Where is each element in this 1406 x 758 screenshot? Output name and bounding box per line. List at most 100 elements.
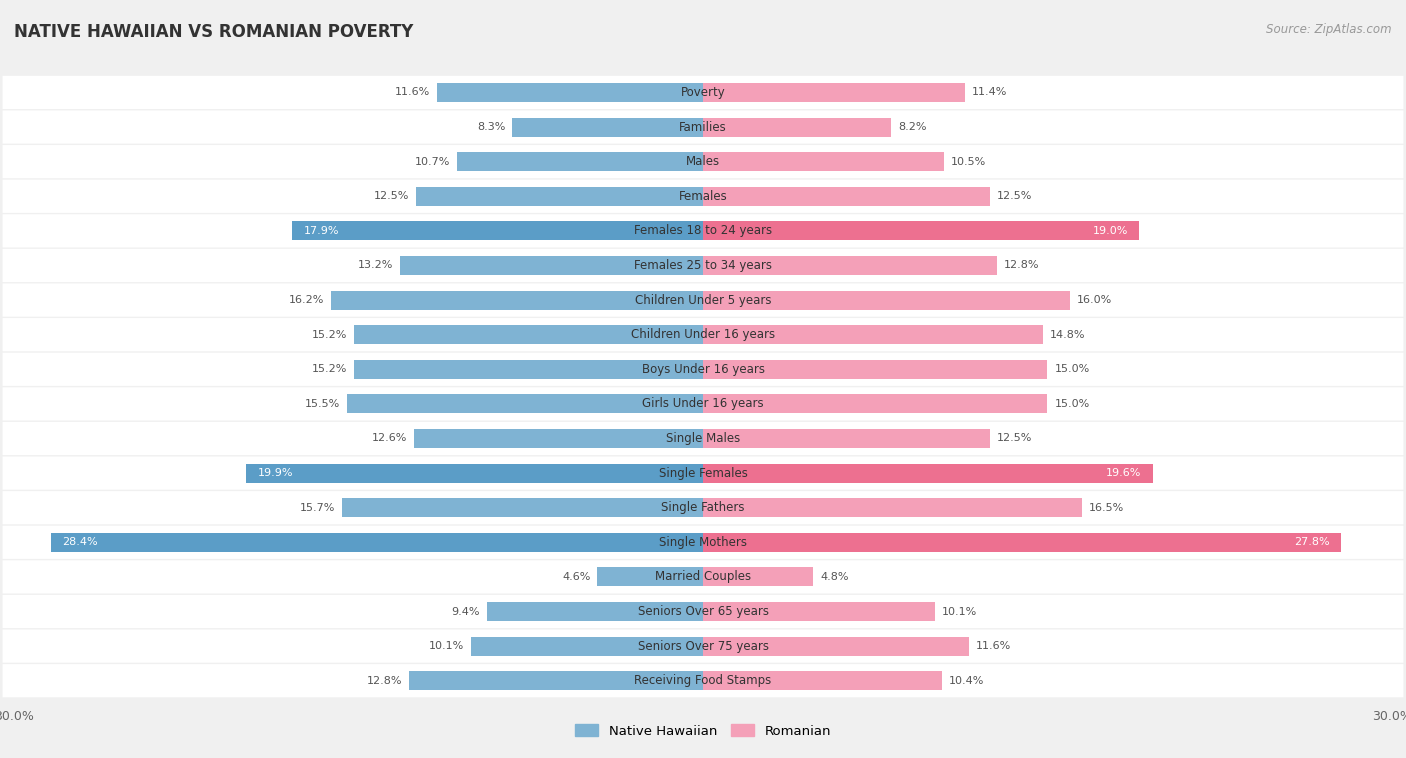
Bar [354, 360, 703, 379]
Text: Seniors Over 75 years: Seniors Over 75 years [637, 640, 769, 653]
FancyBboxPatch shape [3, 491, 1403, 525]
Text: Single Males: Single Males [666, 432, 740, 445]
Text: 15.5%: 15.5% [305, 399, 340, 409]
Bar [703, 464, 1153, 483]
Bar [51, 533, 703, 552]
Bar [457, 152, 703, 171]
Text: Boys Under 16 years: Boys Under 16 years [641, 363, 765, 376]
Bar [703, 221, 1139, 240]
Bar [409, 671, 703, 691]
Text: 16.0%: 16.0% [1077, 295, 1112, 305]
Text: 15.0%: 15.0% [1054, 399, 1090, 409]
Text: 28.4%: 28.4% [62, 537, 98, 547]
Text: 8.2%: 8.2% [898, 122, 927, 132]
Text: 15.2%: 15.2% [312, 365, 347, 374]
Text: 19.6%: 19.6% [1107, 468, 1142, 478]
FancyBboxPatch shape [3, 215, 1403, 247]
Text: 10.4%: 10.4% [949, 675, 984, 686]
Bar [246, 464, 703, 483]
Bar [437, 83, 703, 102]
Bar [703, 568, 813, 587]
Bar [703, 671, 942, 691]
Bar [703, 429, 990, 448]
Text: 19.9%: 19.9% [257, 468, 292, 478]
Text: 15.2%: 15.2% [312, 330, 347, 340]
Text: Females 18 to 24 years: Females 18 to 24 years [634, 224, 772, 237]
Bar [598, 568, 703, 587]
Bar [703, 533, 1341, 552]
Text: 19.0%: 19.0% [1092, 226, 1128, 236]
Bar [343, 498, 703, 517]
Text: 17.9%: 17.9% [304, 226, 339, 236]
Bar [703, 256, 997, 275]
Text: NATIVE HAWAIIAN VS ROMANIAN POVERTY: NATIVE HAWAIIAN VS ROMANIAN POVERTY [14, 23, 413, 41]
FancyBboxPatch shape [3, 352, 1403, 386]
Text: 12.8%: 12.8% [367, 675, 402, 686]
Text: 12.5%: 12.5% [374, 191, 409, 202]
Text: 12.5%: 12.5% [997, 434, 1032, 443]
Text: Married Couples: Married Couples [655, 571, 751, 584]
Legend: Native Hawaiian, Romanian: Native Hawaiian, Romanian [569, 719, 837, 743]
Bar [703, 498, 1083, 517]
FancyBboxPatch shape [3, 249, 1403, 282]
Text: 11.6%: 11.6% [395, 87, 430, 98]
Bar [703, 602, 935, 621]
Text: 12.8%: 12.8% [1004, 261, 1039, 271]
Bar [471, 637, 703, 656]
Text: Single Fathers: Single Fathers [661, 501, 745, 514]
FancyBboxPatch shape [3, 526, 1403, 559]
Text: 15.0%: 15.0% [1054, 365, 1090, 374]
FancyBboxPatch shape [3, 318, 1403, 351]
Text: 12.5%: 12.5% [997, 191, 1032, 202]
Bar [512, 117, 703, 136]
Bar [354, 325, 703, 344]
FancyBboxPatch shape [3, 560, 1403, 594]
FancyBboxPatch shape [3, 180, 1403, 213]
Bar [703, 117, 891, 136]
Text: 10.1%: 10.1% [942, 606, 977, 616]
Text: 11.4%: 11.4% [972, 87, 1007, 98]
Text: Poverty: Poverty [681, 86, 725, 99]
Bar [486, 602, 703, 621]
Bar [703, 290, 1070, 309]
Text: 4.8%: 4.8% [820, 572, 849, 582]
Bar [347, 394, 703, 413]
FancyBboxPatch shape [3, 283, 1403, 317]
Text: Males: Males [686, 155, 720, 168]
Text: 12.6%: 12.6% [371, 434, 406, 443]
Text: 9.4%: 9.4% [451, 606, 481, 616]
Text: 8.3%: 8.3% [477, 122, 506, 132]
Text: 10.1%: 10.1% [429, 641, 464, 651]
FancyBboxPatch shape [3, 111, 1403, 144]
Text: Receiving Food Stamps: Receiving Food Stamps [634, 674, 772, 688]
Text: Children Under 5 years: Children Under 5 years [634, 293, 772, 306]
Text: 14.8%: 14.8% [1050, 330, 1085, 340]
Bar [703, 186, 990, 205]
Text: 16.2%: 16.2% [288, 295, 323, 305]
FancyBboxPatch shape [3, 456, 1403, 490]
Bar [703, 83, 965, 102]
Text: Families: Families [679, 121, 727, 133]
Text: Girls Under 16 years: Girls Under 16 years [643, 397, 763, 410]
Text: 15.7%: 15.7% [301, 503, 336, 512]
Text: Single Mothers: Single Mothers [659, 536, 747, 549]
Bar [703, 325, 1043, 344]
Text: 10.7%: 10.7% [415, 157, 450, 167]
Bar [703, 152, 945, 171]
FancyBboxPatch shape [3, 76, 1403, 109]
Text: Children Under 16 years: Children Under 16 years [631, 328, 775, 341]
Text: Females 25 to 34 years: Females 25 to 34 years [634, 259, 772, 272]
FancyBboxPatch shape [3, 629, 1403, 662]
Text: 11.6%: 11.6% [976, 641, 1011, 651]
FancyBboxPatch shape [3, 145, 1403, 178]
FancyBboxPatch shape [3, 664, 1403, 697]
Text: 27.8%: 27.8% [1295, 537, 1330, 547]
Bar [703, 360, 1047, 379]
Bar [292, 221, 703, 240]
Text: 16.5%: 16.5% [1088, 503, 1123, 512]
Bar [703, 394, 1047, 413]
FancyBboxPatch shape [3, 595, 1403, 628]
Bar [703, 637, 969, 656]
FancyBboxPatch shape [3, 422, 1403, 455]
Text: 10.5%: 10.5% [950, 157, 986, 167]
